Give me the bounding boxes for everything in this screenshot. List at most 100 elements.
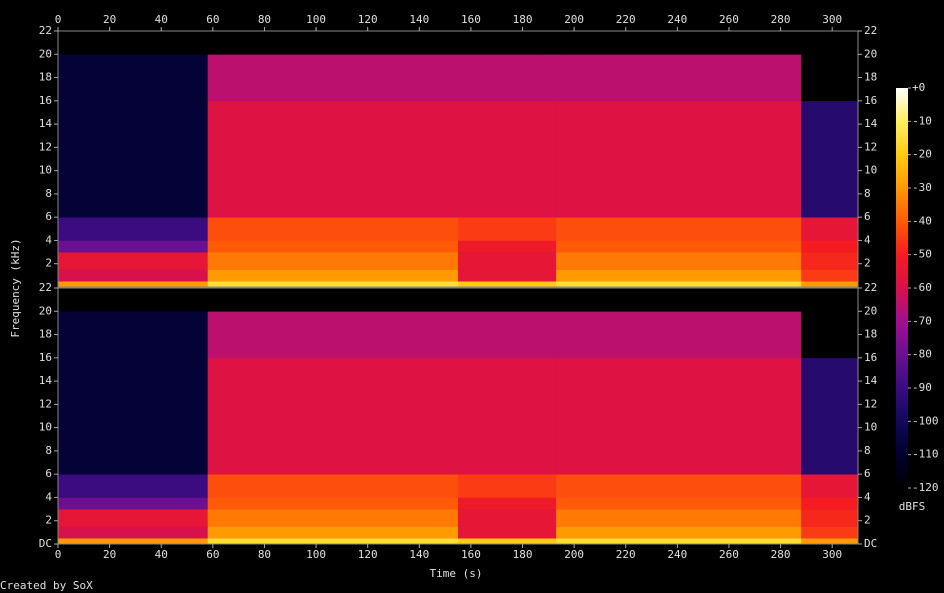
colorbar-tick-label: -50 bbox=[912, 248, 932, 261]
spectrogram-cell bbox=[207, 269, 459, 282]
x-tick-label: 180 bbox=[513, 13, 533, 26]
spectrogram-cell bbox=[556, 269, 802, 282]
y-tick-label: 2 bbox=[45, 514, 52, 527]
y-tick-label: 10 bbox=[39, 421, 52, 434]
spectrogram-cell bbox=[556, 100, 802, 218]
spectrogram-cell bbox=[58, 311, 208, 359]
spectrogram-cell bbox=[58, 538, 208, 545]
y-tick-label: 2 bbox=[864, 514, 871, 527]
spectrogram-cell bbox=[207, 311, 459, 359]
x-tick-label: 80 bbox=[258, 548, 271, 561]
spectrogram-cell bbox=[458, 269, 557, 282]
y-tick-label: 4 bbox=[864, 490, 871, 503]
spectrogram-cell bbox=[801, 357, 859, 475]
spectrogram-cell bbox=[58, 526, 208, 539]
colorbar-tick-label: -100 bbox=[912, 414, 939, 427]
colorbar-tick-label: -40 bbox=[912, 214, 932, 227]
spectrogram-cell bbox=[58, 474, 208, 498]
spectrogram-cell bbox=[58, 281, 208, 288]
colorbar-tick-label: -90 bbox=[912, 381, 932, 394]
y-tick-label: 16 bbox=[39, 94, 52, 107]
x-tick-label: 200 bbox=[564, 548, 584, 561]
spectrogram-cell bbox=[458, 217, 557, 241]
spectrogram-cell bbox=[207, 217, 459, 241]
colorbar-tick-label: -110 bbox=[912, 448, 939, 461]
spectrogram-cell bbox=[58, 31, 208, 55]
spectrogram-cell bbox=[801, 252, 859, 270]
x-tick-label: 200 bbox=[564, 13, 584, 26]
y-tick-label: 20 bbox=[864, 47, 877, 60]
y-tick-label: 2 bbox=[45, 257, 52, 270]
spectrogram-cell bbox=[58, 100, 208, 218]
x-tick-label: 140 bbox=[409, 548, 429, 561]
footer: Created by SoX bbox=[0, 579, 93, 592]
spectrogram-cell bbox=[207, 474, 459, 498]
colorbar-tick-label: -120 bbox=[912, 481, 939, 494]
colorbar-tick-label: -70 bbox=[912, 314, 932, 327]
colorbar-tick-label: +0 bbox=[912, 81, 925, 94]
spectrogram-cell bbox=[58, 240, 208, 253]
spectrogram-cell bbox=[58, 357, 208, 475]
y-tick-label: 6 bbox=[45, 467, 52, 480]
y-tick-label: 16 bbox=[864, 351, 877, 364]
y-tick-label: 6 bbox=[864, 467, 871, 480]
spectrogram-cell bbox=[556, 509, 802, 527]
spectrogram-cell bbox=[801, 269, 859, 282]
y-tick-label: DC bbox=[39, 537, 52, 550]
spectrogram-cell bbox=[556, 474, 802, 498]
spectrogram-cell bbox=[556, 240, 802, 253]
spectrogram-cell bbox=[458, 526, 557, 539]
spectrogram-cell bbox=[207, 252, 459, 270]
x-tick-label: 60 bbox=[206, 548, 219, 561]
spectrogram-cell bbox=[458, 100, 557, 218]
spectrogram-cell bbox=[458, 497, 557, 510]
spectrogram-cell bbox=[458, 240, 557, 253]
y-tick-label: 22 bbox=[864, 24, 877, 37]
spectrogram-cell bbox=[58, 269, 208, 282]
x-tick-label: 40 bbox=[155, 13, 168, 26]
x-tick-label: 0 bbox=[55, 548, 62, 561]
spectrogram-cell bbox=[556, 357, 802, 475]
spectrogram-cell bbox=[458, 252, 557, 270]
y-tick-label: 18 bbox=[39, 71, 52, 84]
spectrogram-cell bbox=[207, 240, 459, 253]
y-tick-label: 10 bbox=[39, 164, 52, 177]
x-tick-label: 140 bbox=[409, 13, 429, 26]
spectrogram-cell bbox=[801, 509, 859, 527]
spectrogram-cell bbox=[207, 497, 459, 510]
y-tick-label: 14 bbox=[39, 374, 53, 387]
y-tick-label: 14 bbox=[864, 374, 878, 387]
y-tick-label: 10 bbox=[864, 421, 877, 434]
colorbar-tick-label: -30 bbox=[912, 181, 932, 194]
x-tick-label: 100 bbox=[306, 13, 326, 26]
spectrogram-cell bbox=[458, 509, 557, 527]
colorbar-tick-label: -60 bbox=[912, 281, 932, 294]
x-tick-label: 300 bbox=[822, 548, 842, 561]
spectrogram-cell bbox=[207, 357, 459, 475]
spectrogram-cell bbox=[458, 474, 557, 498]
y-tick-label: 20 bbox=[864, 304, 877, 317]
y-tick-label: 8 bbox=[45, 187, 52, 200]
spectrogram-cell bbox=[801, 526, 859, 539]
colorbar bbox=[896, 88, 908, 488]
spectrogram-cell bbox=[207, 100, 459, 218]
y-tick-label: 20 bbox=[39, 47, 52, 60]
spectrogram-cell bbox=[556, 54, 802, 102]
x-tick-label: 160 bbox=[461, 13, 481, 26]
y-tick-label: 12 bbox=[39, 140, 52, 153]
spectrogram-cell bbox=[207, 288, 459, 312]
spectrogram-cell bbox=[801, 217, 859, 241]
y-tick-label: 22 bbox=[39, 24, 52, 37]
spectrogram-cell bbox=[556, 288, 802, 312]
spectrogram-cell bbox=[458, 31, 557, 55]
spectrogram-cell bbox=[556, 31, 802, 55]
x-tick-label: 0 bbox=[55, 13, 62, 26]
x-tick-label: 20 bbox=[103, 548, 116, 561]
x-tick-label: 40 bbox=[155, 548, 168, 561]
colorbar-label: dBFS bbox=[899, 500, 926, 513]
x-tick-label: 220 bbox=[616, 13, 636, 26]
spectrogram-cell bbox=[58, 54, 208, 102]
y-tick-label: 8 bbox=[864, 187, 871, 200]
y-tick-label: 4 bbox=[864, 233, 871, 246]
